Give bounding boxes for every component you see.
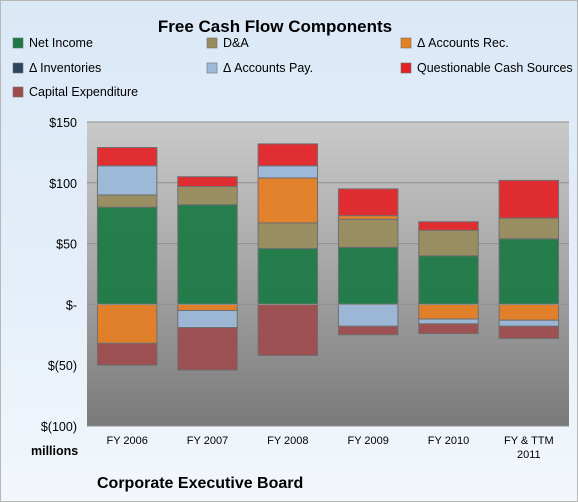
legend-label: Net Income xyxy=(29,36,93,50)
bar-segment xyxy=(418,255,479,305)
bar-segment xyxy=(337,303,399,327)
legend-label: Δ Inventories xyxy=(29,61,101,75)
bar-segment xyxy=(96,206,158,305)
bar-segment xyxy=(257,247,319,305)
x-tick-label: FY 2006 xyxy=(106,435,147,447)
bar-segment xyxy=(96,194,158,208)
bar-segment xyxy=(257,143,319,167)
bar-segment xyxy=(498,325,560,339)
bar-segment xyxy=(337,246,399,305)
legend-swatch xyxy=(400,62,412,74)
y-tick-label: $150 xyxy=(49,116,77,130)
bar-segment xyxy=(177,185,238,206)
bar-segment xyxy=(418,229,479,257)
bar-segment xyxy=(177,309,238,329)
legend-swatch xyxy=(12,86,24,98)
y-tick-label: $- xyxy=(66,298,77,312)
bar-segment xyxy=(498,238,560,305)
bar-segment xyxy=(177,204,238,305)
bar-segment xyxy=(337,325,399,336)
chart-title: Free Cash Flow Components xyxy=(158,17,392,36)
bar-segment xyxy=(498,319,560,327)
legend-label: Δ Accounts Rec. xyxy=(417,36,509,50)
bar-segment xyxy=(96,165,158,196)
bar-segment xyxy=(177,303,238,311)
plot-area xyxy=(87,122,569,426)
legend-swatch xyxy=(206,37,218,49)
bar-segment xyxy=(177,176,238,187)
x-axis-ticks: FY 2006 FY 2007 FY 2008 FY 2009 FY 2010 FY & … xyxy=(106,435,553,461)
legend-label: D&A xyxy=(223,36,249,50)
legend-swatch xyxy=(12,37,24,49)
y-tick-label: $(50) xyxy=(48,359,77,373)
legend-swatch xyxy=(206,62,218,74)
units-label: millions xyxy=(31,444,78,458)
bar-segment xyxy=(498,303,560,321)
y-tick-label: $100 xyxy=(49,177,77,191)
bar-segment xyxy=(418,303,479,320)
bar-segment xyxy=(418,221,479,231)
bar-segment xyxy=(337,215,399,220)
legend-label: Questionable Cash Sources xyxy=(417,61,573,75)
bar-segment xyxy=(257,222,319,249)
legend-label: Capital Expenditure xyxy=(29,85,138,99)
x-tick-label: FY 2010 xyxy=(428,435,469,447)
bar-segment xyxy=(177,327,238,371)
bar-segment xyxy=(96,303,158,344)
bar-segment xyxy=(257,177,319,224)
bar-segment xyxy=(418,318,479,325)
x-tick-label: FY 2008 xyxy=(267,435,308,447)
bar-segment xyxy=(418,323,479,335)
legend: Net Income D&A Δ Accounts Rec. Δ Inventorie… xyxy=(12,36,573,99)
y-axis-ticks: $150 $100 $50 $- $(50) $(100) xyxy=(41,116,77,434)
bars xyxy=(96,143,560,371)
bar-segment xyxy=(498,217,560,240)
legend-label: Δ Accounts Pay. xyxy=(223,61,313,75)
bar-segment xyxy=(257,165,319,179)
x-tick-label: FY 2009 xyxy=(347,435,388,447)
x-tick-label: FY & TTM 2011 xyxy=(504,435,554,461)
bar-segment xyxy=(257,303,319,356)
legend-swatch xyxy=(12,62,24,74)
y-tick-label: $(100) xyxy=(41,420,77,434)
bar-segment xyxy=(498,179,560,219)
bar-segment xyxy=(96,147,158,167)
legend-swatch xyxy=(400,37,412,49)
source-label: Corporate Executive Board xyxy=(97,475,303,492)
x-tick-label: FY 2007 xyxy=(187,435,228,447)
bar-segment xyxy=(96,342,158,366)
bar-segment xyxy=(337,188,399,217)
bar-segment xyxy=(337,218,399,248)
y-tick-label: $50 xyxy=(56,238,77,252)
